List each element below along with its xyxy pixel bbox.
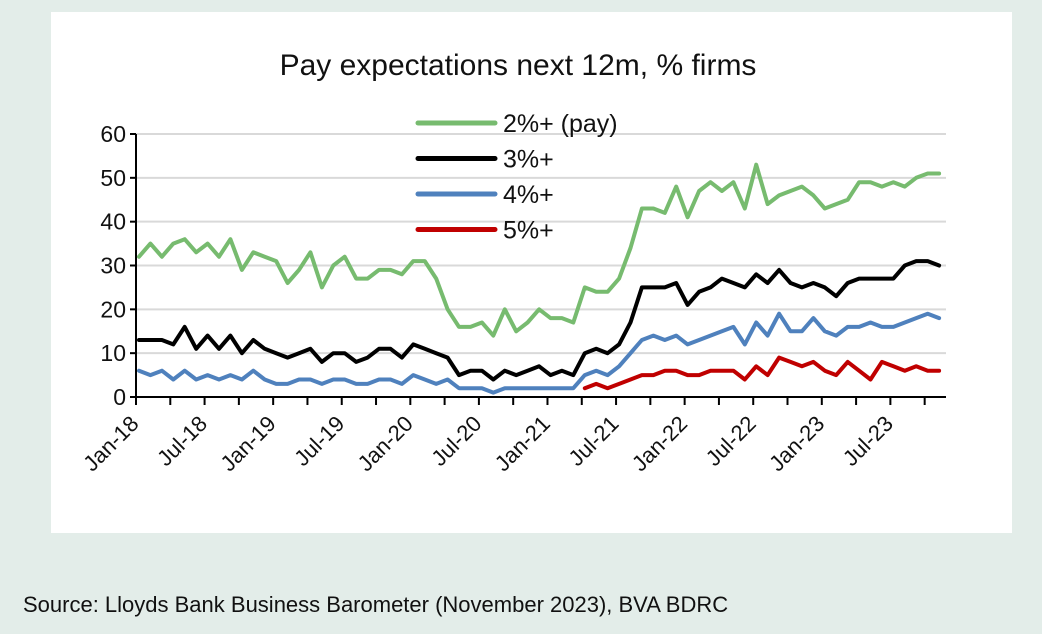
source-note: Source: Lloyds Bank Business Barometer (…	[23, 592, 729, 617]
y-tick-label: 30	[100, 253, 126, 279]
x-tick-label: Jan-19	[215, 411, 280, 476]
y-tick-label: 0	[113, 384, 126, 410]
line-chart: Pay expectations next 12m, % firms 0 10 20…	[78, 49, 946, 476]
series-line-3-	[137, 259, 942, 382]
y-tick-label: 50	[100, 165, 126, 191]
x-tick-label: Jul-19	[289, 411, 349, 471]
legend-label: 5%+	[503, 217, 554, 245]
y-tick-label: 40	[100, 209, 126, 235]
y-tick-label: 10	[100, 340, 126, 366]
x-tick-label: Jan-22	[627, 411, 692, 476]
chart-panel: Pay expectations next 12m, % firms 0 10 20…	[51, 12, 1012, 533]
x-tick-label: Jul-22	[701, 411, 761, 471]
x-tick-label: Jul-20	[426, 411, 486, 471]
x-tick-label: Jan-18	[78, 411, 143, 476]
x-tick-label: Jan-23	[764, 411, 829, 476]
series-line-5-	[582, 355, 942, 391]
y-tick-label: 20	[100, 296, 126, 322]
y-tick-label: 60	[100, 121, 126, 147]
x-tick-label: Jul-21	[564, 411, 624, 471]
x-tick-label: Jan-20	[353, 411, 418, 476]
x-tick-label: Jul-23	[838, 411, 898, 471]
x-tick-label: Jan-21	[490, 411, 555, 476]
series-line-2-pay-	[137, 162, 942, 338]
legend-label: 3%+	[503, 146, 554, 174]
legend-label: 4%+	[503, 181, 554, 209]
series-line-4-	[137, 311, 942, 395]
legend-label: 2%+ (pay)	[503, 110, 618, 138]
chart-title: Pay expectations next 12m, % firms	[280, 49, 757, 82]
x-tick-label: Jul-18	[152, 411, 212, 471]
